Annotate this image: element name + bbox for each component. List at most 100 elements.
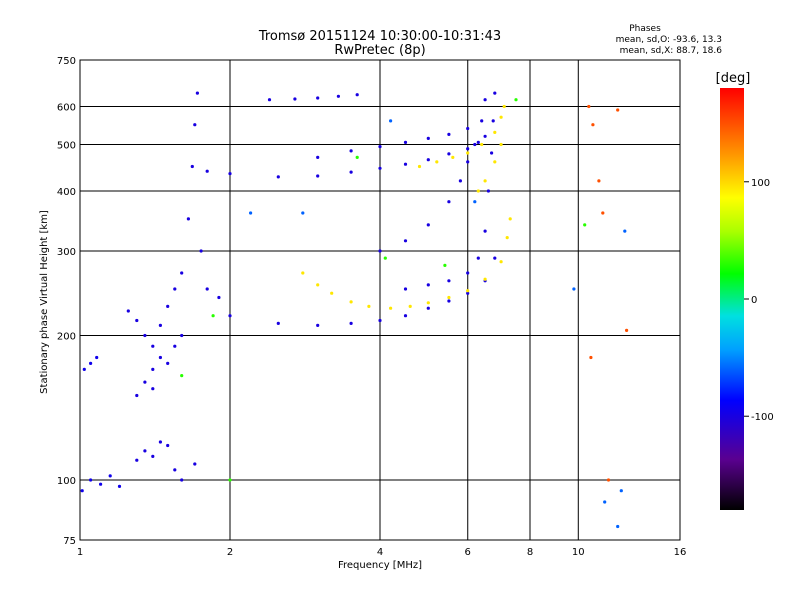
data-point bbox=[486, 189, 490, 193]
data-point bbox=[126, 309, 130, 313]
data-point bbox=[589, 355, 593, 360]
data-point bbox=[199, 249, 203, 253]
data-points bbox=[80, 91, 629, 529]
data-point bbox=[186, 217, 190, 221]
data-point bbox=[180, 478, 184, 482]
data-point bbox=[180, 333, 184, 338]
data-point bbox=[480, 142, 484, 147]
data-point bbox=[99, 482, 103, 486]
data-point bbox=[378, 318, 382, 323]
y-tick-label: 600 bbox=[57, 103, 76, 114]
y-axis-label: Stationary phase Virtual Height [km] bbox=[39, 210, 50, 394]
data-point bbox=[228, 172, 232, 176]
data-point bbox=[135, 318, 139, 323]
data-point bbox=[447, 295, 451, 300]
data-point bbox=[316, 323, 320, 327]
grid-lines bbox=[80, 60, 680, 540]
data-point bbox=[466, 271, 470, 275]
data-point bbox=[447, 279, 451, 283]
y-tick-label: 100 bbox=[57, 476, 76, 487]
data-point bbox=[158, 323, 162, 327]
data-point bbox=[491, 119, 495, 123]
data-point bbox=[490, 151, 494, 155]
data-point bbox=[483, 134, 487, 138]
y-tick-label: 200 bbox=[57, 332, 76, 343]
data-point bbox=[591, 123, 595, 127]
data-point bbox=[483, 179, 487, 183]
y-tick-label: 400 bbox=[57, 187, 76, 198]
data-point bbox=[483, 98, 487, 102]
data-point bbox=[514, 98, 518, 102]
data-point bbox=[166, 443, 170, 448]
data-point bbox=[158, 355, 162, 360]
data-point bbox=[587, 104, 591, 109]
data-point bbox=[597, 179, 601, 183]
data-point bbox=[403, 140, 408, 144]
data-point bbox=[135, 393, 139, 398]
data-point bbox=[293, 97, 297, 101]
data-point bbox=[493, 91, 497, 95]
data-point bbox=[316, 96, 320, 100]
chart-title: Tromsø 20151124 10:30:00-10:31:43 bbox=[258, 29, 501, 44]
data-point bbox=[173, 344, 177, 348]
data-point bbox=[473, 142, 477, 147]
data-point bbox=[499, 260, 503, 264]
data-point bbox=[82, 367, 86, 371]
data-point bbox=[403, 239, 408, 243]
x-tick-label: 2 bbox=[227, 547, 233, 558]
data-point bbox=[205, 169, 209, 173]
data-point bbox=[476, 140, 480, 144]
x-axis-ticks: 1 2 4 6 8 10 16 bbox=[77, 547, 687, 558]
data-point bbox=[316, 174, 320, 178]
colorbar-tick-label: 100 bbox=[751, 178, 770, 189]
data-point bbox=[89, 361, 93, 365]
data-point bbox=[616, 524, 620, 529]
data-point bbox=[80, 489, 84, 493]
data-point bbox=[458, 179, 462, 183]
data-point bbox=[301, 271, 305, 275]
colorbar-ticks: 100 0 -100 bbox=[744, 178, 774, 423]
data-point bbox=[166, 304, 170, 308]
data-point bbox=[417, 164, 422, 169]
data-point bbox=[616, 108, 620, 112]
data-point bbox=[476, 256, 480, 260]
data-point bbox=[466, 151, 470, 155]
data-point bbox=[583, 223, 587, 227]
data-point bbox=[466, 160, 470, 164]
data-point bbox=[493, 256, 497, 260]
x-tick-label: 10 bbox=[572, 547, 585, 558]
data-point bbox=[403, 287, 408, 291]
data-point bbox=[447, 152, 451, 156]
data-point bbox=[316, 283, 320, 287]
data-point bbox=[466, 147, 470, 151]
y-axis-ticks: 75 100 200 300 400 500 600 750 bbox=[57, 56, 76, 547]
data-point bbox=[619, 489, 623, 493]
data-point bbox=[276, 321, 280, 325]
data-point bbox=[330, 291, 334, 295]
data-point bbox=[473, 200, 477, 204]
data-point bbox=[408, 304, 412, 308]
data-point bbox=[190, 164, 194, 169]
data-point bbox=[426, 158, 430, 162]
data-point bbox=[173, 468, 177, 472]
data-point bbox=[143, 333, 147, 338]
data-point bbox=[349, 321, 353, 325]
y-tick-label: 750 bbox=[57, 56, 76, 67]
data-point bbox=[499, 115, 503, 119]
colorbar-tick-label: 0 bbox=[751, 295, 757, 306]
data-point bbox=[476, 189, 480, 193]
data-point bbox=[601, 211, 605, 215]
data-point bbox=[143, 449, 147, 453]
data-point bbox=[403, 162, 408, 166]
data-point bbox=[367, 304, 371, 308]
data-point bbox=[228, 314, 232, 318]
x-axis-label: Frequency [MHz] bbox=[338, 560, 422, 571]
phase-stats-o: mean, sd,O: -93.6, 13.3 bbox=[616, 35, 722, 45]
data-point bbox=[603, 500, 607, 504]
data-point bbox=[505, 236, 509, 240]
data-point bbox=[572, 287, 576, 291]
data-point bbox=[211, 314, 215, 318]
data-point bbox=[389, 306, 393, 310]
data-point bbox=[466, 126, 470, 131]
data-point bbox=[435, 160, 439, 164]
